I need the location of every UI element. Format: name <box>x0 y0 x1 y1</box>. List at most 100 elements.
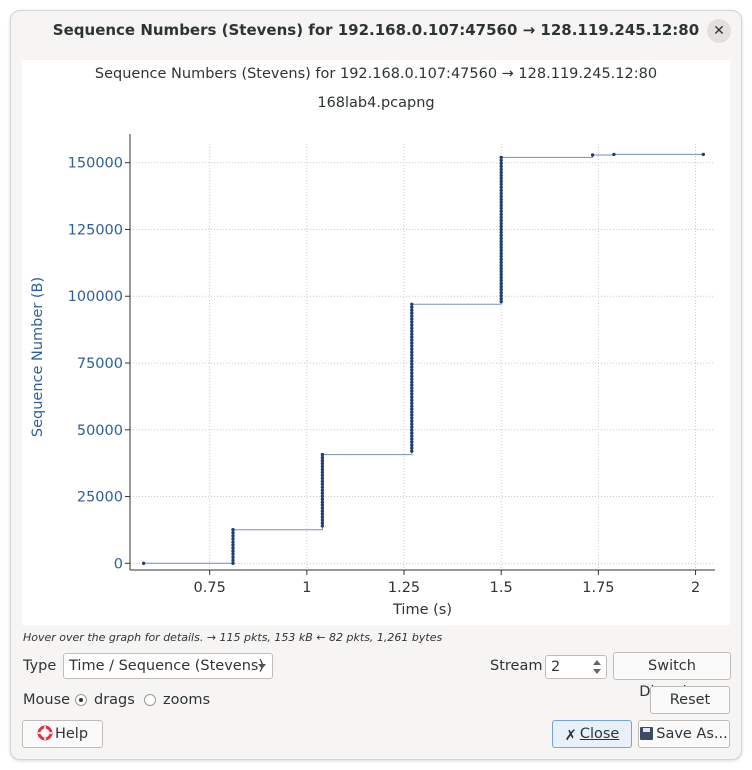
graph-area[interactable]: Sequence Numbers (Stevens) for 192.168.0… <box>22 60 730 625</box>
data-point <box>231 555 235 559</box>
data-point <box>410 416 414 420</box>
data-point <box>499 227 503 232</box>
data-point <box>320 503 325 507</box>
data-point <box>499 272 503 277</box>
data-point <box>499 296 503 301</box>
save-icon <box>640 727 654 740</box>
data-point <box>410 392 414 396</box>
data-point <box>410 431 414 435</box>
data-point <box>320 482 325 486</box>
data-point <box>320 506 325 510</box>
data-point <box>231 546 235 550</box>
x-tick-label: 2 <box>691 580 700 596</box>
data-point <box>499 173 503 178</box>
help-icon <box>37 725 53 741</box>
close-icon: ✗ <box>564 728 577 744</box>
close-button[interactable]: ✗ Close <box>552 720 632 748</box>
data-point <box>499 164 503 169</box>
y-tick-label: 125000 <box>68 222 123 238</box>
data-point <box>320 461 325 466</box>
data-point <box>410 398 414 402</box>
reset-button[interactable]: Reset <box>650 686 730 714</box>
data-point <box>410 440 414 444</box>
data-point <box>499 170 503 175</box>
data-point <box>410 302 414 306</box>
data-point <box>320 509 325 513</box>
data-point <box>410 314 414 318</box>
y-tick-label: 25000 <box>77 490 123 506</box>
data-point <box>410 407 414 411</box>
sequence-step-line <box>143 153 704 564</box>
data-point <box>410 362 414 366</box>
data-point <box>499 242 503 247</box>
data-point <box>499 233 503 238</box>
help-button[interactable]: Help <box>22 720 103 748</box>
stream-spinbox[interactable]: 2 <box>545 655 607 679</box>
data-point <box>410 305 414 309</box>
data-point <box>231 543 235 547</box>
spin-up-icon[interactable] <box>593 660 601 665</box>
data-point <box>320 521 325 525</box>
sequence-chart[interactable]: Sequence Numbers (Stevens) for 192.168.0… <box>22 60 730 625</box>
data-point <box>499 257 503 262</box>
data-point <box>320 479 325 484</box>
type-select[interactable]: Time / Sequence (Stevens) <box>63 653 273 679</box>
data-point <box>499 215 503 220</box>
data-point <box>231 561 235 565</box>
data-point <box>499 278 503 283</box>
data-point <box>701 152 705 157</box>
data-point <box>410 425 414 429</box>
zooms-radio[interactable] <box>144 694 156 706</box>
data-point <box>320 518 325 522</box>
data-point <box>410 338 414 342</box>
data-point <box>499 203 503 208</box>
window-close-icon[interactable]: ✕ <box>707 19 731 43</box>
data-point <box>499 263 503 268</box>
data-point <box>499 281 503 286</box>
data-point <box>499 248 503 253</box>
data-point <box>499 287 503 292</box>
y-tick-label: 150000 <box>68 156 123 172</box>
drags-label[interactable]: drags <box>94 692 135 708</box>
zooms-label[interactable]: zooms <box>163 692 211 708</box>
data-point <box>320 497 325 501</box>
data-point <box>499 221 503 226</box>
data-point <box>410 446 414 450</box>
data-point <box>320 464 325 469</box>
data-point <box>410 347 414 351</box>
data-point <box>499 266 503 271</box>
data-point <box>499 293 503 298</box>
data-point <box>410 443 414 447</box>
switch-direction-button[interactable]: Switch Direction <box>613 652 731 700</box>
save-as-button[interactable]: Save As... <box>638 720 730 748</box>
data-point <box>499 245 503 250</box>
data-point <box>410 434 414 438</box>
drags-radio[interactable] <box>75 694 87 706</box>
data-point <box>499 155 503 160</box>
data-point <box>499 269 503 274</box>
data-point <box>320 524 325 528</box>
mouse-label: Mouse <box>23 692 71 708</box>
data-point <box>499 161 503 166</box>
data-point <box>410 410 414 414</box>
data-point <box>499 182 503 187</box>
data-point <box>410 404 414 408</box>
save-as-label: Save As... <box>656 726 728 742</box>
data-point <box>410 311 414 315</box>
data-point <box>320 512 325 516</box>
type-select-value: Time / Sequence (Stevens) <box>69 658 265 674</box>
y-tick-label: 75000 <box>77 356 123 372</box>
data-point <box>410 353 414 357</box>
data-point <box>320 476 325 481</box>
chart-title: Sequence Numbers (Stevens) for 192.168.0… <box>95 66 657 82</box>
data-point <box>320 467 325 472</box>
close-label: Close <box>579 726 620 742</box>
data-point <box>410 422 414 426</box>
data-point <box>410 344 414 348</box>
data-point <box>499 194 503 199</box>
spin-down-icon[interactable] <box>593 669 601 674</box>
data-point <box>231 531 235 535</box>
data-point <box>499 185 503 190</box>
data-point <box>410 395 414 399</box>
data-point <box>320 485 325 489</box>
